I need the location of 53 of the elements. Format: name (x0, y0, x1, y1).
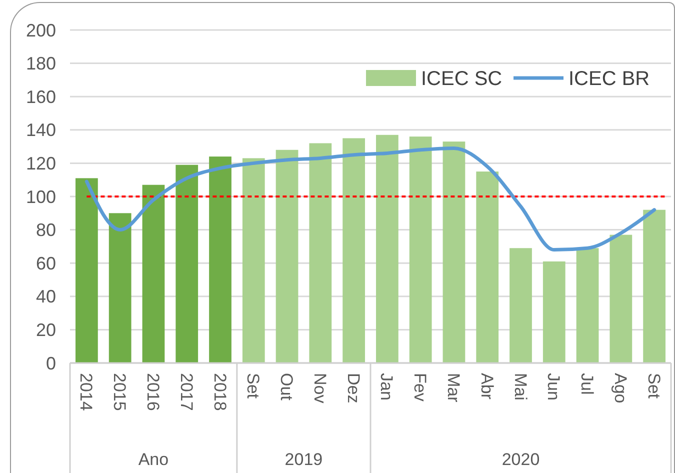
bar (309, 143, 332, 363)
x-tick-label: 2018 (210, 373, 230, 411)
x-tick-label: Mai (510, 373, 530, 400)
text: Ano (138, 450, 169, 469)
y-tick-label: 20 (36, 320, 56, 340)
x-tick-label: 2015 (110, 373, 130, 411)
bar (142, 184, 165, 363)
y-tick-label: 100 (26, 186, 56, 207)
bar (476, 172, 499, 363)
x-tick-label: 2014 (76, 373, 96, 411)
x-tick-label: Fev (410, 373, 430, 402)
bar (76, 178, 98, 363)
bar (209, 156, 232, 363)
y-tick-label: 0 (46, 353, 56, 374)
bar (409, 136, 432, 363)
y-tick-label: 140 (26, 120, 56, 140)
text: 2019 (284, 450, 323, 469)
x-tick-label: Dez (344, 373, 363, 404)
bar (342, 138, 365, 363)
bar (242, 158, 265, 363)
bar (442, 142, 466, 363)
bar (108, 213, 132, 363)
x-tick-label: Ago (610, 373, 630, 404)
bar (376, 134, 398, 363)
x-tick-label: Set (644, 373, 664, 399)
x-tick-label: Jun (544, 373, 564, 400)
x-tick-label: 2017 (176, 373, 196, 411)
bar (510, 248, 532, 363)
bar (643, 210, 666, 363)
y-tick-label: 180 (26, 54, 56, 74)
x-tick-label: Out (277, 373, 296, 401)
bar (176, 164, 198, 363)
legend-label: ICEC BR (568, 68, 650, 90)
x-tick-label: Abr (477, 373, 496, 400)
bar (276, 150, 298, 363)
y-tick-label: 40 (36, 286, 56, 307)
y-tick-label: 120 (26, 154, 56, 174)
x-tick-label: Jan (377, 373, 396, 400)
bar (610, 234, 632, 363)
x-tick-label: Set (244, 373, 263, 399)
y-tick-label: 200 (26, 20, 56, 40)
bar (576, 248, 599, 363)
text: 2020 (502, 450, 540, 469)
x-tick-label: 2016 (143, 373, 162, 411)
legend-label: ICEC SC (421, 68, 502, 90)
bar (542, 261, 566, 363)
x-tick-label: Jul (578, 373, 597, 395)
y-tick-label: 160 (26, 86, 56, 107)
y-tick-label: 80 (36, 220, 56, 240)
x-tick-label: Nov (310, 373, 330, 404)
line-series (84, 146, 656, 252)
y-tick-label: 60 (36, 253, 56, 274)
x-tick-label: Mar (444, 373, 463, 403)
